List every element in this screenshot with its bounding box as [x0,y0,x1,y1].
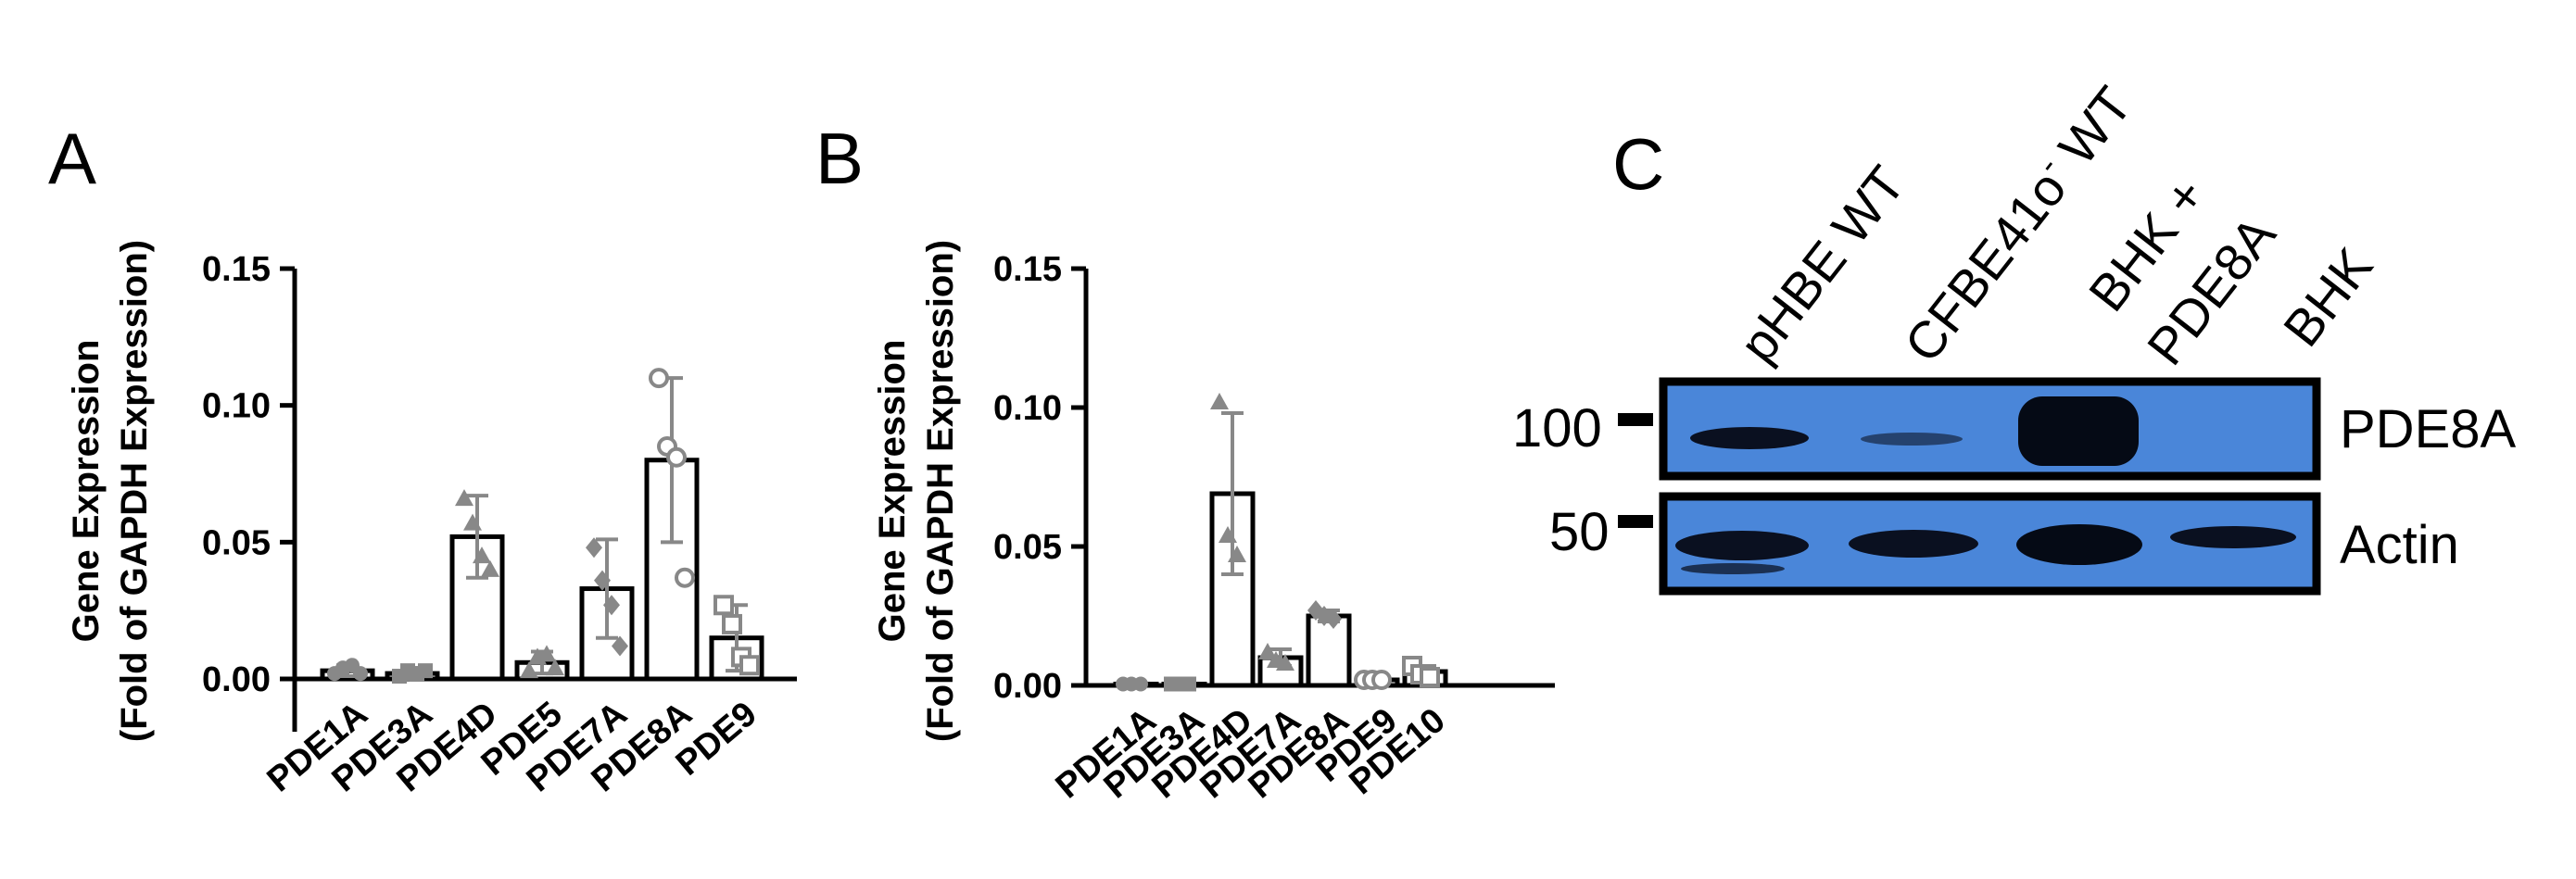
band-actin-phbe-lower [1681,563,1785,574]
mw-tick-50 [1618,515,1653,528]
panel-letter-a: A [48,118,96,199]
y-tick-label-b: 0.15 [993,250,1062,289]
y-axis-title-line1-a: Gene Expression [66,340,107,643]
y-tick-label-a: 0.10 [202,387,271,426]
y-tick-label-a: 0.00 [202,660,271,699]
y-axis-title-line2-a: (Fold of GAPDH Expression) [114,240,155,742]
bar-b-pde8a [1306,613,1352,688]
panel-c: C pHBE WT CFBE41o- WT BHK + PDE8A BHK 10… [1512,73,2517,596]
panel-letter-c: C [1612,123,1664,205]
data-point-a-pde5 [546,659,564,676]
data-point-a-pde4d [481,559,499,577]
y-tick-label-a: 0.05 [202,523,271,562]
band-actin-bhk-pde8a [2016,524,2142,565]
data-point-b-pde10 [1420,667,1440,687]
data-point-b-pde3a [1181,676,1196,692]
band-pde8a-cfbe [1861,433,1963,446]
data-point-a-pde9 [739,655,760,676]
data-point-a-pde8a [649,368,669,389]
blot-strip-pde8a [1659,377,2321,481]
data-point-a-pde7a [612,635,628,657]
data-point-a-pde7a [594,570,611,591]
data-point-a-pde7a [603,595,620,616]
plot-area-b: 0.000.050.100.15PDE1APDE3APDE4DPDE7APDE8… [993,250,1555,806]
lane-label-phbe: pHBE WT [1728,155,1916,372]
band-actin-cfbe [1849,530,1978,558]
band-pde8a-phbe [1690,427,1809,449]
lane-label-cfbe: CFBE41o- WT [1890,73,2143,372]
mw-label-100: 100 [1512,398,1602,458]
lane-label-bhk: BHK [2272,237,2384,358]
data-point-a-pde5 [537,645,556,662]
y-axis-title-line2-b: (Fold of GAPDH Expression) [920,240,961,742]
y-axis-title-line1-b: Gene Expression [872,340,913,643]
data-point-b-pde4d [1219,526,1237,543]
panel-a: A Gene Expression (Fold of GAPDH Express… [48,118,797,799]
data-point-a-pde1a [353,666,368,682]
data-point-b-pde8a [1325,609,1342,629]
data-point-a-pde7a [586,537,602,559]
mw-tick-100 [1618,413,1653,426]
y-axis-title-a: Gene Expression (Fold of GAPDH Expressio… [66,240,155,742]
data-point-a-pde9 [722,613,742,634]
data-point-b-pde4d [1228,546,1246,562]
band-pde8a-bhk-pde8a [2018,396,2139,466]
data-point-a-pde8a [675,567,695,588]
panel-letter-b: B [815,118,864,199]
band-actin-phbe [1675,531,1809,560]
data-point-a-pde4d [463,513,482,531]
y-tick-label-b: 0.00 [993,667,1062,706]
y-axis-title-b: Gene Expression (Fold of GAPDH Expressio… [872,240,961,742]
data-point-a-pde4d [473,546,491,564]
blot-target-actin: Actin [2340,515,2459,575]
data-point-b-pde4d [1210,393,1229,409]
y-tick-label-b: 0.10 [993,389,1062,428]
y-tick-label-a: 0.15 [202,250,271,289]
band-actin-bhk [2170,526,2296,548]
data-point-a-pde5 [520,661,538,679]
data-point-b-pde7a [1258,643,1277,659]
data-point-a-pde3a [418,663,433,679]
data-point-b-pde7a [1276,654,1294,671]
data-point-b-pde9 [1371,670,1392,690]
data-point-a-pde8a [666,446,687,468]
blot-strip-actin [1659,492,2321,596]
lane-label-cfbe-text: CFBE41o [1893,159,2077,372]
blot-target-pde8a: PDE8A [2340,399,2517,459]
mw-label-50: 50 [1549,502,1610,562]
y-tick-label-b: 0.05 [993,528,1062,567]
data-point-a-pde9 [713,595,734,616]
data-point-b-pde1a [1133,676,1148,692]
plot-area-a: 0.000.050.100.15PDE1APDE3APDE4DPDE5PDE7A… [202,250,797,799]
data-point-a-pde4d [455,489,474,507]
panel-b: B Gene Expression (Fold of GAPDH Express… [815,118,1555,806]
